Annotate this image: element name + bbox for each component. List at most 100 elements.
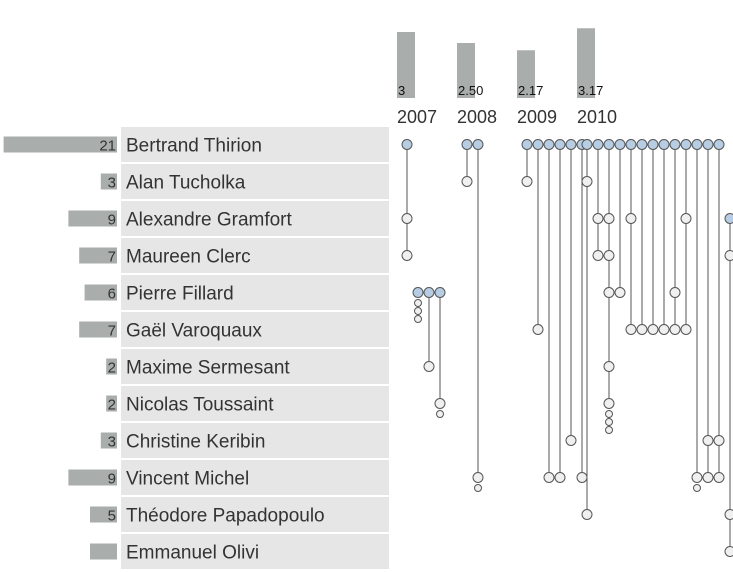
author-name[interactable]: Maxime Sermesant	[126, 358, 290, 379]
paper-author-dot[interactable]	[554, 472, 566, 483]
paper-author-dot[interactable]	[669, 287, 681, 298]
paper-author-dot[interactable]	[647, 139, 659, 150]
author-name[interactable]: Gaël Varoquaux	[126, 321, 262, 342]
paper-author-dot[interactable]	[401, 139, 413, 150]
paper-author-dot[interactable]	[472, 139, 484, 150]
author-count-bar	[84, 284, 117, 301]
paper-author-extra-dot[interactable]	[414, 299, 422, 307]
paper-author-dot[interactable]	[625, 139, 637, 150]
paper-author-dot[interactable]	[554, 139, 566, 150]
paper-author-dot[interactable]	[691, 472, 703, 483]
author-name[interactable]: Maureen Clerc	[126, 247, 251, 268]
paper-author-dot[interactable]	[592, 250, 604, 261]
paper-author-dot[interactable]	[702, 472, 714, 483]
paper-author-dot[interactable]	[576, 472, 588, 483]
paper-author-dot[interactable]	[603, 213, 615, 224]
author-name[interactable]: Bertrand Thirion	[126, 136, 262, 157]
author-row-bg	[121, 164, 389, 199]
paper-author-dot[interactable]	[713, 435, 725, 446]
paper-author-dot[interactable]	[423, 287, 435, 298]
year-average-bar	[517, 50, 535, 98]
paper-author-dot[interactable]	[636, 139, 648, 150]
paper-author-dot[interactable]	[625, 324, 637, 335]
paper-author-dot[interactable]	[724, 250, 733, 261]
paper-author-dot[interactable]	[702, 435, 714, 446]
paper-author-dot[interactable]	[472, 472, 484, 483]
paper-author-dot[interactable]	[581, 509, 593, 520]
author-count-bar	[68, 469, 117, 486]
paper-author-dot[interactable]	[401, 213, 413, 224]
paper-author-dot[interactable]	[614, 139, 626, 150]
author-name[interactable]: Pierre Fillard	[126, 284, 234, 305]
paper-author-dot[interactable]	[658, 139, 670, 150]
author-count-label: 7	[108, 323, 116, 340]
paper-author-dot[interactable]	[647, 324, 659, 335]
year-average-bar	[397, 32, 415, 98]
paper-author-extra-dot[interactable]	[605, 418, 613, 426]
paper-author-dot[interactable]	[658, 324, 670, 335]
paper-author-dot[interactable]	[401, 250, 413, 261]
author-name[interactable]: Vincent Michel	[126, 469, 249, 490]
paper-author-dot[interactable]	[625, 213, 637, 224]
paper-author-dot[interactable]	[603, 398, 615, 409]
paper-author-dot[interactable]	[592, 213, 604, 224]
paper-author-dot[interactable]	[669, 139, 681, 150]
paper-author-extra-dot[interactable]	[414, 307, 422, 315]
paper-author-extra-dot[interactable]	[414, 315, 422, 323]
paper-author-dot[interactable]	[521, 176, 533, 187]
year-average-label: 3.17	[578, 83, 603, 98]
paper-author-dot[interactable]	[724, 509, 733, 520]
paper-author-dot[interactable]	[702, 139, 714, 150]
paper-author-extra-dot[interactable]	[605, 410, 613, 418]
paper-author-dot[interactable]	[603, 250, 615, 261]
paper-author-dot[interactable]	[680, 324, 692, 335]
paper-author-extra-dot[interactable]	[474, 484, 482, 492]
paper-author-extra-dot[interactable]	[436, 410, 444, 418]
paper-author-dot[interactable]	[565, 435, 577, 446]
paper-author-dot[interactable]	[603, 361, 615, 372]
paper-author-dot[interactable]	[565, 139, 577, 150]
paper-author-dot[interactable]	[724, 213, 733, 224]
paper-author-dot[interactable]	[636, 324, 648, 335]
year-label: 2008	[457, 107, 497, 127]
author-row-bg	[121, 238, 389, 273]
paper-author-dot[interactable]	[603, 287, 615, 298]
paper-author-dot[interactable]	[521, 139, 533, 150]
paper-author-dot[interactable]	[680, 139, 692, 150]
paper-author-dot[interactable]	[691, 139, 703, 150]
paper-author-dot[interactable]	[669, 324, 681, 335]
paper-author-dot[interactable]	[581, 176, 593, 187]
author-name[interactable]: Alan Tucholka	[126, 173, 246, 194]
year-label: 2007	[397, 107, 437, 127]
paper-author-extra-dot[interactable]	[605, 426, 613, 434]
paper-author-dot[interactable]	[434, 287, 446, 298]
paper-author-dot[interactable]	[724, 546, 733, 557]
paper-author-dot[interactable]	[461, 139, 473, 150]
author-name[interactable]: Alexandre Gramfort	[126, 210, 293, 231]
paper-author-dot[interactable]	[592, 139, 604, 150]
paper-author-dot[interactable]	[543, 139, 555, 150]
paper-author-dot[interactable]	[713, 472, 725, 483]
author-name[interactable]: Théodore Papadopoulo	[126, 506, 325, 527]
paper-author-extra-dot[interactable]	[693, 484, 701, 492]
author-name[interactable]: Emmanuel Olivi	[126, 543, 259, 564]
author-name[interactable]: Nicolas Toussaint	[126, 395, 274, 416]
author-count-label: 7	[108, 249, 116, 266]
paper-author-dot[interactable]	[434, 398, 446, 409]
author-rows: 21 Bertrand Thirion 3 Alan Tucholka 9 Alexand…	[3, 127, 389, 569]
paper-author-dot[interactable]	[713, 139, 725, 150]
author-name[interactable]: Christine Keribin	[126, 432, 265, 453]
paper-author-dot[interactable]	[543, 472, 555, 483]
paper-author-dot[interactable]	[603, 139, 615, 150]
paper-author-dot[interactable]	[423, 361, 435, 372]
paper-author-dot[interactable]	[412, 287, 424, 298]
author-count-label: 5	[108, 508, 116, 525]
author-row-bg	[121, 349, 389, 384]
paper-author-dot[interactable]	[532, 324, 544, 335]
paper-author-dot[interactable]	[581, 139, 593, 150]
paper-author-dot[interactable]	[680, 213, 692, 224]
paper-author-dot[interactable]	[532, 139, 544, 150]
paper-author-dot[interactable]	[461, 176, 473, 187]
paper-author-dot[interactable]	[614, 287, 626, 298]
author-row-bg	[121, 312, 389, 347]
